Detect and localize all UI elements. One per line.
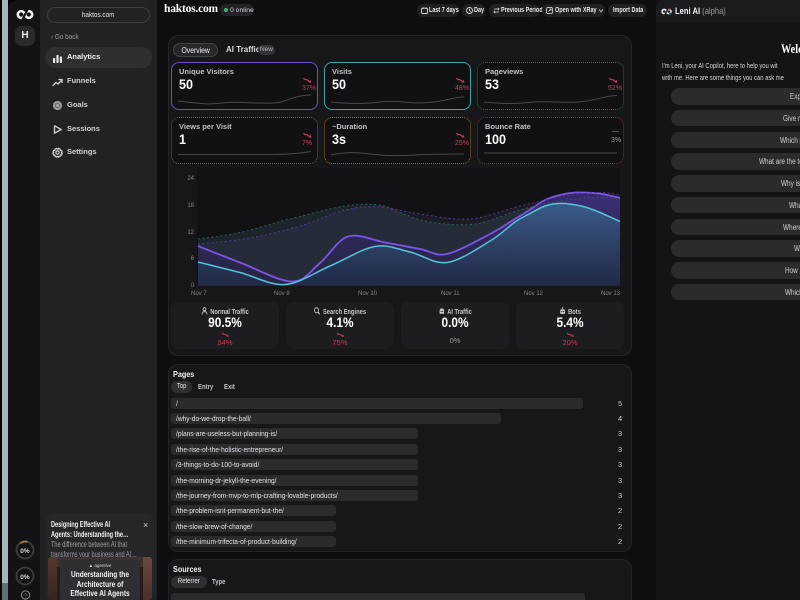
svg-text:Nov 8: Nov 8 <box>274 291 290 297</box>
svg-text:6: 6 <box>191 256 195 262</box>
svg-text:0%: 0% <box>20 548 30 555</box>
svg-text:Nov 10: Nov 10 <box>358 291 378 297</box>
svg-text:Nov 13: Nov 13 <box>601 291 621 297</box>
svg-text:18: 18 <box>187 203 194 209</box>
svg-text:0%: 0% <box>20 574 30 581</box>
svg-text:Nov 7: Nov 7 <box>191 291 207 297</box>
svg-text:Nov 12: Nov 12 <box>524 291 544 297</box>
svg-text:?: ? <box>24 593 27 599</box>
svg-text:12: 12 <box>187 230 194 236</box>
svg-text:Nov 11: Nov 11 <box>441 291 460 297</box>
svg-text:0: 0 <box>191 283 195 289</box>
svg-text:24: 24 <box>187 176 194 182</box>
